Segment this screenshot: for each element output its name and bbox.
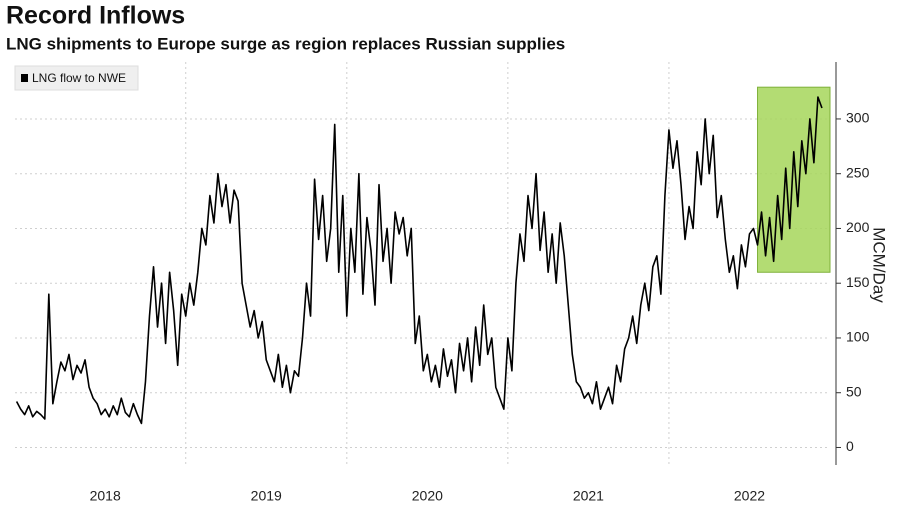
y-tick-label: 150 [846, 274, 870, 290]
chart-subtitle: LNG shipments to Europe surge as region … [6, 34, 565, 53]
legend-label: LNG flow to NWE [32, 71, 126, 85]
legend-swatch [21, 74, 28, 82]
y-tick-label: 100 [846, 329, 870, 345]
data-line [15, 96, 823, 425]
y-tick-label: 0 [846, 438, 854, 454]
y-tick-label: 250 [846, 164, 870, 180]
chart-title: Record Inflows [6, 2, 185, 30]
y-tick-label: 200 [846, 219, 870, 235]
legend-box [14, 65, 139, 91]
highlight-box [757, 86, 831, 273]
y-tick-label: 50 [846, 383, 862, 399]
x-tick-label: 2018 [90, 488, 121, 504]
x-tick-label: 2022 [734, 488, 765, 504]
x-tick-label: 2019 [251, 488, 282, 504]
x-tick-label: 2020 [412, 488, 443, 504]
y-axis-label: MCM/Day [870, 227, 889, 303]
x-tick-label: 2021 [573, 488, 604, 504]
y-tick-label: 300 [846, 110, 870, 126]
